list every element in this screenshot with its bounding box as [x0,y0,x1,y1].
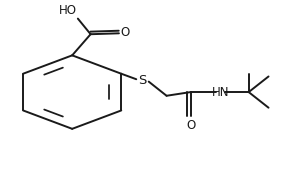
Text: S: S [138,74,147,87]
Text: O: O [186,119,195,132]
Text: HN: HN [212,86,229,99]
Text: O: O [121,26,130,40]
Text: HO: HO [59,4,77,17]
